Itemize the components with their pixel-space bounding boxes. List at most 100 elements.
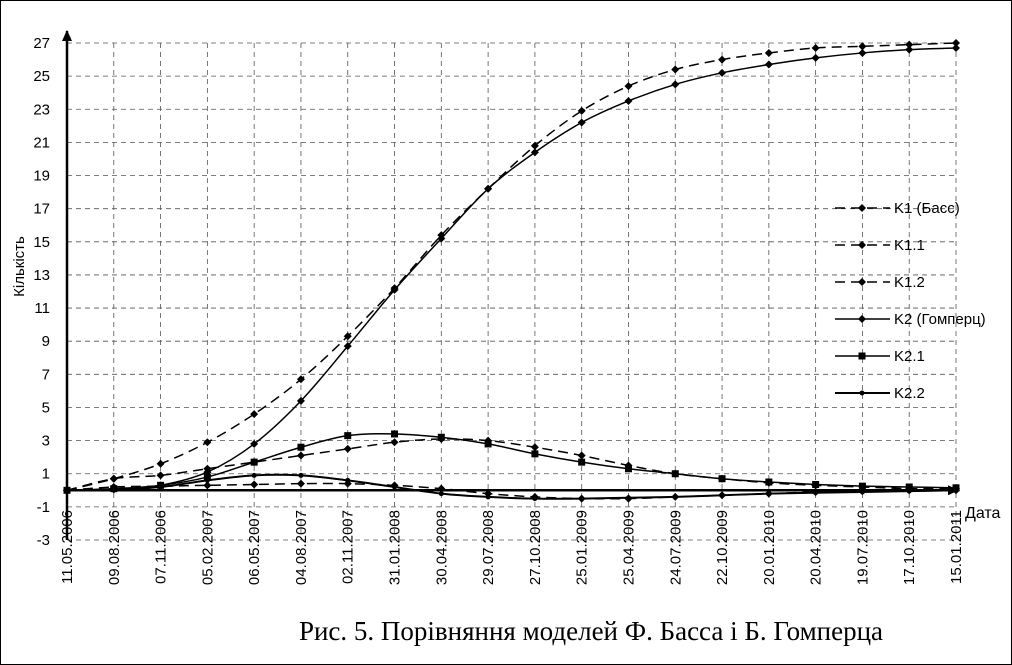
legend-label: K2.2 xyxy=(894,385,925,402)
x-tick-label: 04.08.2007 xyxy=(293,510,310,585)
data-point xyxy=(390,438,399,447)
data-point xyxy=(718,68,727,77)
series-line xyxy=(66,438,957,492)
legend-label: K1 (Басс) xyxy=(894,200,960,217)
x-tick-label: 02.11.2007 xyxy=(340,510,357,584)
x-tick-labels: 11.05.2006 09.08.2006 07.11.2006 05.02.2007… xyxy=(59,510,965,585)
legend-marker xyxy=(858,241,866,249)
x-tick-label: 30.04.2008 xyxy=(433,510,450,585)
data-point xyxy=(812,481,820,489)
data-point xyxy=(718,55,727,64)
data-point xyxy=(718,475,726,483)
y-tick-label: 1 xyxy=(42,466,50,483)
x-tick-label: 27.10.2008 xyxy=(527,510,544,585)
x-tick-label: 19.07.2010 xyxy=(854,510,871,585)
data-point xyxy=(858,482,866,490)
data-point xyxy=(625,495,631,501)
data-point xyxy=(531,450,539,458)
y-axis-label: Кількість xyxy=(11,236,28,297)
data-point xyxy=(671,65,680,74)
data-point xyxy=(485,494,491,500)
data-point xyxy=(437,433,445,441)
data-point xyxy=(577,106,586,115)
x-tick-label: 25.04.2009 xyxy=(620,510,637,585)
data-point xyxy=(764,60,773,69)
data-point xyxy=(671,80,680,89)
y-tick-label: 5 xyxy=(42,399,50,416)
data-point xyxy=(624,96,633,105)
axes xyxy=(62,30,959,540)
data-point xyxy=(484,440,492,448)
data-point xyxy=(296,396,305,405)
data-point xyxy=(251,472,257,478)
data-point xyxy=(530,141,539,150)
series-6 xyxy=(64,472,959,502)
legend-item: K1.1 xyxy=(835,237,925,254)
legend-item: K2 (Гомперц) xyxy=(835,311,986,328)
y-tick-label: 11 xyxy=(34,300,50,317)
legend-item: K1 (Басс) xyxy=(835,200,960,217)
x-tick-label: 22.10.2009 xyxy=(714,510,731,585)
x-tick-label: 09.08.2006 xyxy=(106,510,123,585)
data-point xyxy=(530,443,539,452)
data-point xyxy=(250,458,258,466)
y-tick-label: 3 xyxy=(42,433,50,450)
x-tick-label: 20.04.2010 xyxy=(808,510,825,585)
y-tick-label: 9 xyxy=(42,333,50,350)
data-point xyxy=(624,82,633,91)
y-axis-arrow xyxy=(62,30,72,41)
data-point xyxy=(811,43,820,52)
x-tick-label: 17.10.2010 xyxy=(901,510,918,585)
x-tick-label: 29.07.2008 xyxy=(480,510,497,585)
y-tick-label: 23 xyxy=(33,101,50,118)
data-point xyxy=(298,472,304,478)
data-point xyxy=(577,451,586,460)
x-tick-label: 06.05.2007 xyxy=(246,510,263,585)
data-point xyxy=(344,432,352,440)
data-point xyxy=(579,496,585,502)
x-axis-arrow xyxy=(948,485,959,496)
data-point xyxy=(577,118,586,127)
data-point xyxy=(484,184,493,193)
data-point xyxy=(296,451,305,460)
x-tick-label: 07.11.2006 xyxy=(153,510,170,584)
data-point xyxy=(343,342,352,351)
series-line xyxy=(66,42,957,492)
data-point xyxy=(343,444,352,453)
y-tick-label: 27 xyxy=(33,35,50,52)
data-point xyxy=(203,473,211,481)
data-point xyxy=(578,458,586,466)
legend-item: K2.1 xyxy=(835,348,925,365)
data-point xyxy=(296,375,305,384)
legend-marker xyxy=(858,278,866,286)
data-point xyxy=(391,430,399,438)
data-point xyxy=(296,479,305,488)
legend: K1 (Басс) K1.1 K1.2 K2 (Гомперц) K2.1 K2.2 xyxy=(835,200,986,402)
data-point xyxy=(765,478,773,486)
data-point xyxy=(858,42,867,51)
data-point xyxy=(764,48,773,57)
data-point xyxy=(390,285,399,294)
data-point xyxy=(250,410,259,419)
legend-label: K2.1 xyxy=(894,348,925,365)
data-point xyxy=(811,53,820,62)
data-point xyxy=(766,491,772,497)
x-tick-label: 24.07.2009 xyxy=(667,510,684,585)
data-point xyxy=(437,234,446,243)
legend-label: K2 (Гомперц) xyxy=(894,311,986,328)
data-point xyxy=(624,465,632,473)
data-point xyxy=(158,484,164,490)
data-point xyxy=(203,438,212,447)
data-point xyxy=(156,459,165,468)
data-point xyxy=(250,480,259,489)
y-tick-label: 21 xyxy=(33,134,50,151)
y-tick-label: -3 xyxy=(37,532,50,549)
y-tick-label: -1 xyxy=(37,499,50,516)
data-point xyxy=(204,477,210,483)
y-tick-label: 13 xyxy=(33,267,50,284)
legend-label: K1.1 xyxy=(894,237,925,254)
x-tick-label: 11.05.2006 xyxy=(59,510,76,584)
